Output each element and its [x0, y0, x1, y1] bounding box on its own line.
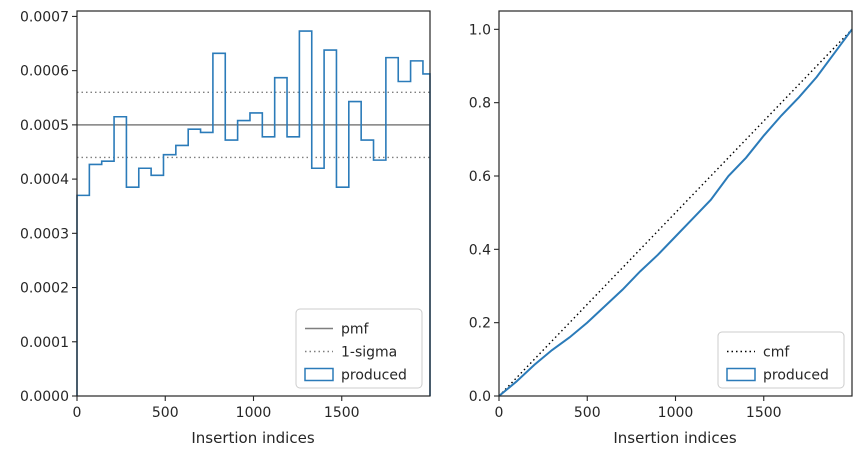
histogram-bin: [201, 132, 213, 396]
histogram-bin: [176, 145, 188, 396]
x-axis-label: Insertion indices: [191, 429, 314, 447]
legend-label: produced: [763, 368, 829, 384]
histogram-bin: [139, 168, 151, 396]
histogram-bin: [238, 121, 250, 396]
x-tick-label: 0: [495, 405, 504, 421]
y-tick-label: 0.0007: [20, 9, 69, 25]
histogram-bin: [225, 140, 237, 396]
histogram-bin: [423, 74, 430, 396]
y-tick-label: 0.0: [469, 389, 491, 405]
histogram-bin: [213, 53, 225, 396]
legend: cmf produced: [717, 331, 845, 389]
legend-swatch-produced: [726, 367, 756, 382]
histogram-bin: [102, 161, 114, 396]
x-tick-label: 1000: [658, 405, 694, 421]
histogram-bin: [126, 187, 138, 396]
y-tick-label: 0.2: [469, 316, 491, 332]
histogram-bin: [151, 175, 163, 396]
y-tick-label: 0.0004: [20, 172, 69, 188]
histogram-bin: [114, 117, 126, 396]
legend-swatch-produced: [304, 367, 334, 382]
legend-label: 1-sigma: [341, 345, 397, 361]
y-tick-label: 0.0006: [20, 64, 69, 80]
y-tick-label: 0.8: [469, 96, 491, 112]
x-tick-label: 1500: [746, 405, 782, 421]
x-tick-label: 1000: [236, 405, 272, 421]
x-tick-label: 0: [73, 405, 82, 421]
pmf-histogram-panel: 0.0000 0.0001 0.0002 0.0003 0.0004 0.0005 0.00…: [20, 9, 431, 447]
histogram-bin: [89, 164, 101, 396]
series-lines: [498, 28, 853, 397]
x-tick-label: 500: [574, 405, 601, 421]
x-axis-ticks: 0 500 1000 1500: [495, 396, 782, 421]
y-tick-label: 0.0000: [20, 389, 69, 405]
y-tick-label: 0.0002: [20, 281, 69, 297]
cmf-panel: 0.0 0.2 0.4 0.6 0.8 1.0 0 500 1000 1500 Insertio…: [469, 10, 853, 447]
histogram-bin: [163, 155, 175, 396]
legend-label: pmf: [341, 322, 370, 338]
legend: pmf 1-sigma produced: [295, 308, 423, 389]
produced-series-line: [498, 28, 853, 397]
x-tick-label: 1500: [324, 405, 360, 421]
cmf-series-line: [498, 28, 853, 397]
legend-label: cmf: [763, 345, 790, 361]
histogram-bin: [250, 113, 262, 396]
histogram-bin: [188, 129, 200, 396]
x-axis-label: Insertion indices: [613, 429, 736, 447]
histogram-bin: [262, 137, 274, 396]
histogram-bin: [77, 195, 89, 396]
produced-histogram: [76, 30, 431, 396]
y-tick-label: 0.6: [469, 169, 491, 185]
y-tick-label: 0.0003: [20, 226, 69, 242]
histogram-bin: [275, 78, 287, 396]
y-axis-ticks: 0.0000 0.0001 0.0002 0.0003 0.0004 0.0005 0.00…: [20, 9, 77, 405]
legend-box: [717, 331, 845, 389]
reference-lines: [77, 91, 430, 159]
x-tick-label: 500: [152, 405, 179, 421]
y-tick-label: 0.4: [469, 242, 491, 258]
x-axis-ticks: 0 500 1000 1500: [73, 396, 360, 421]
produced-step-line: [76, 30, 431, 396]
legend-label: produced: [341, 368, 407, 384]
y-tick-label: 0.0005: [20, 118, 69, 134]
y-tick-label: 0.0001: [20, 335, 69, 351]
y-tick-label: 1.0: [469, 22, 491, 38]
y-axis-ticks: 0.0 0.2 0.4 0.6 0.8 1.0: [469, 22, 499, 405]
